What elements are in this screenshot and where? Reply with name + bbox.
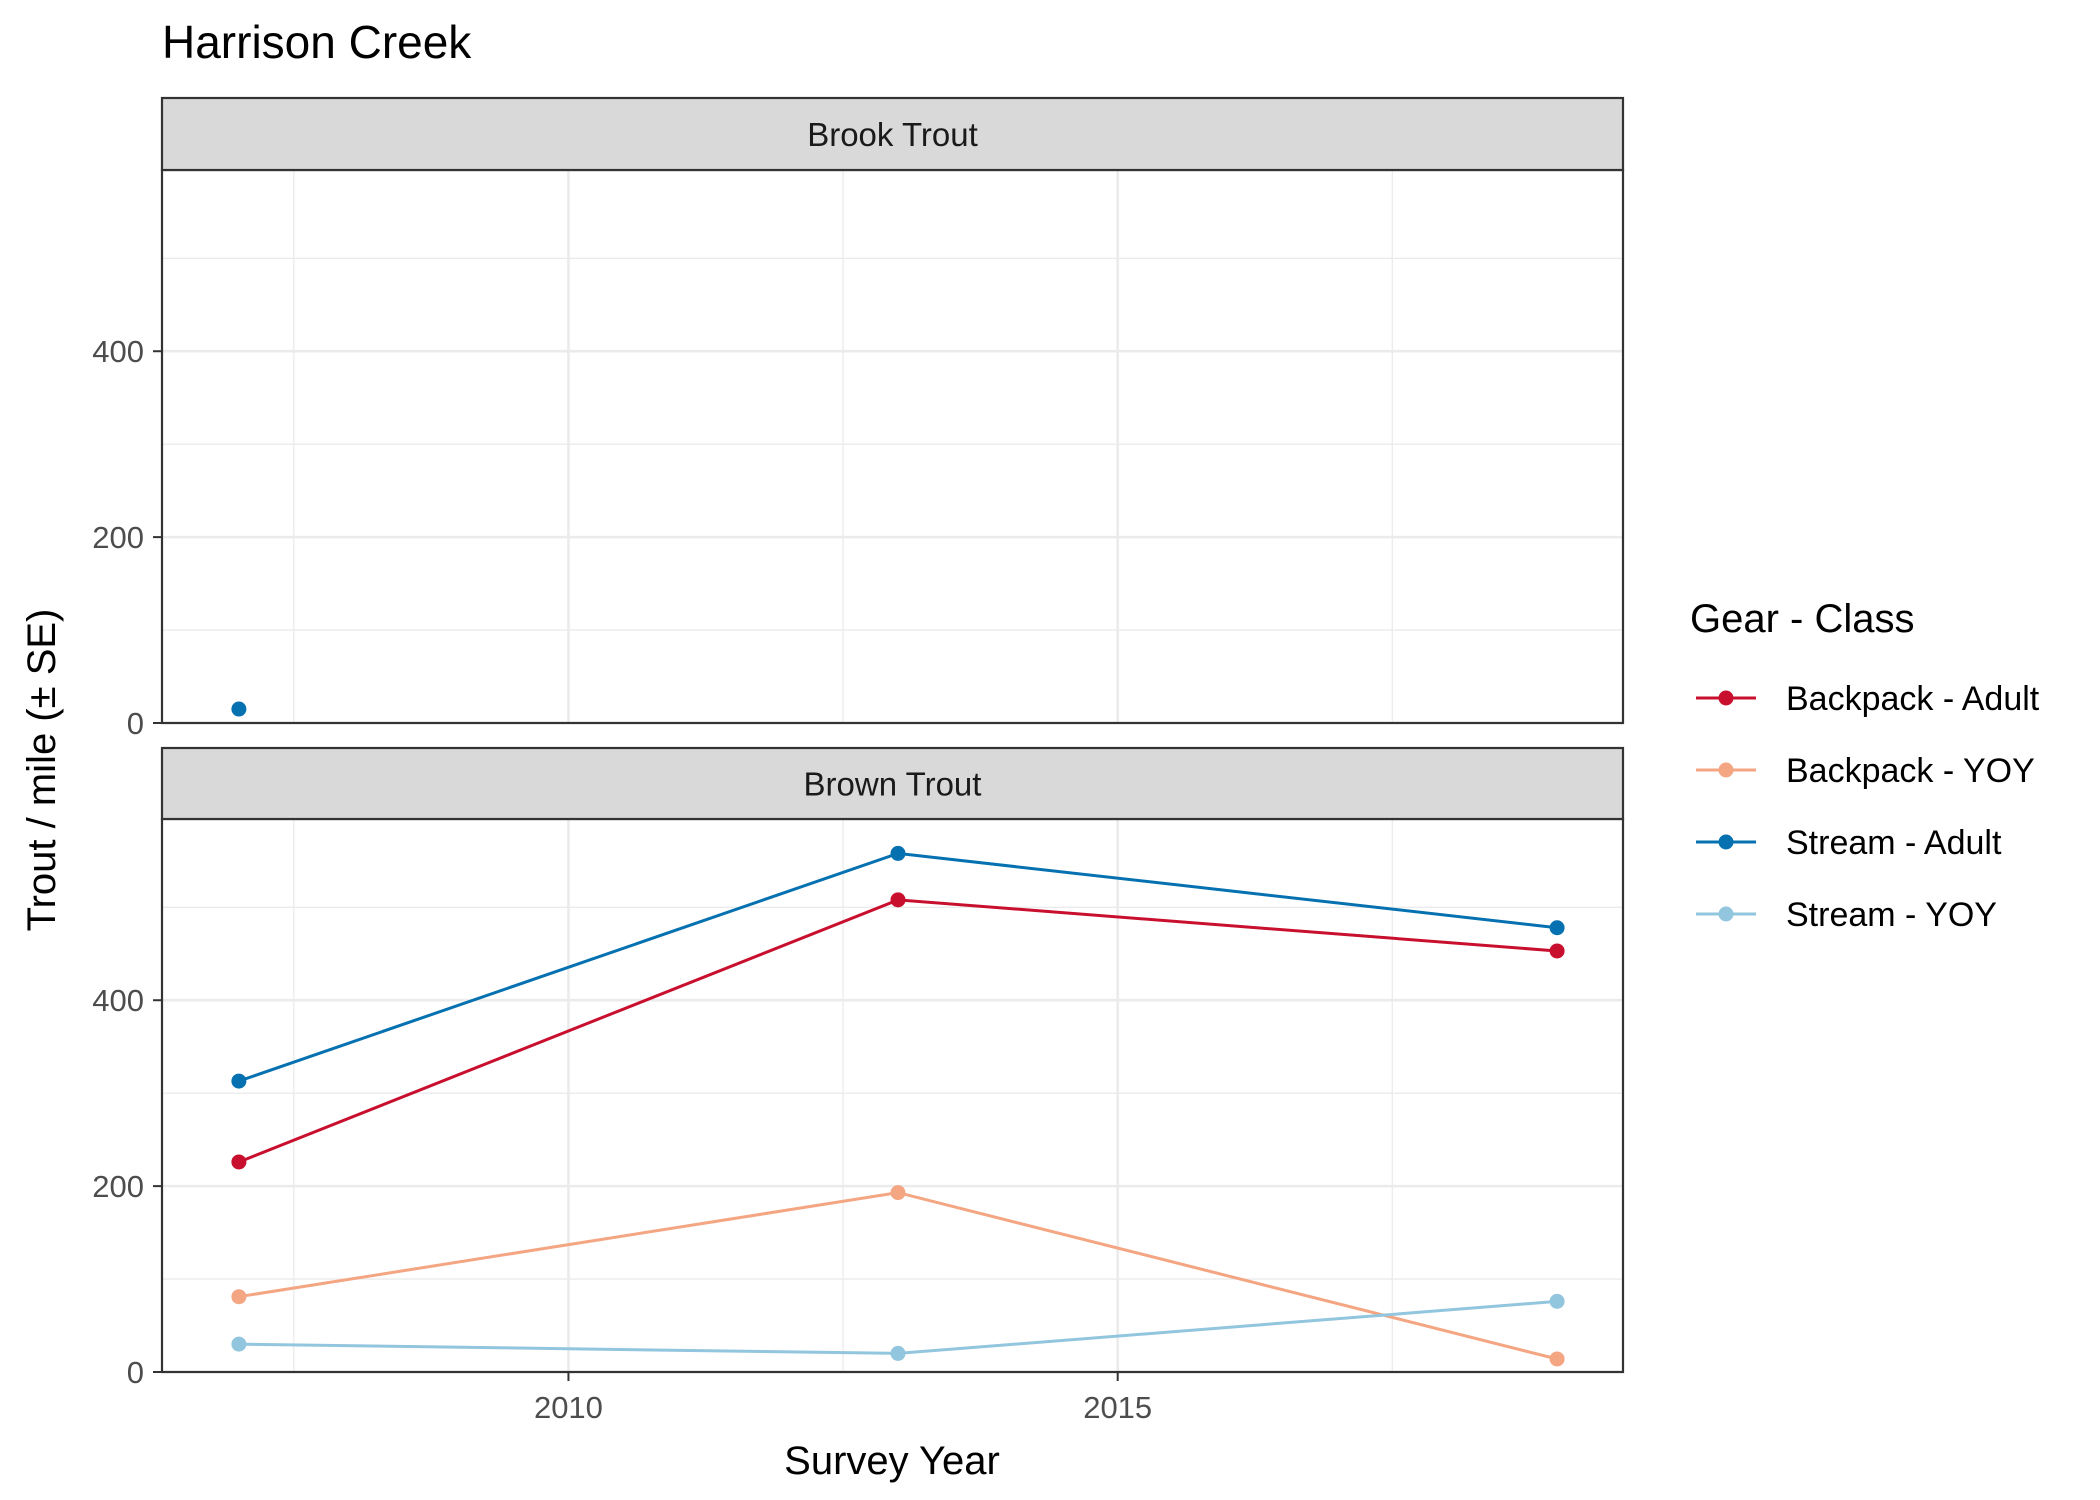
series-stream-yoy-point [890, 1345, 906, 1361]
series-stream-adult-point [1549, 920, 1565, 936]
series-backpack-adult-point [231, 1154, 247, 1170]
y-tick-label: 200 [92, 520, 144, 555]
panels: 0 200 400 Brook Trout 0 200 400 Brown Trout 2010… [92, 96, 1625, 1425]
y-tick-label: 400 [92, 334, 144, 369]
y-tick-label: 200 [92, 1169, 144, 1204]
x-tick-label: 2010 [534, 1390, 603, 1425]
series-backpack-adult-point [1549, 943, 1565, 959]
legend-label: Stream - YOY [1786, 896, 1997, 934]
legend-label: Stream - Adult [1786, 824, 2002, 862]
legend-items: Backpack - Adult Backpack - YOY Stream - A… [1696, 680, 2040, 934]
strip-background [160, 96, 1625, 172]
plot-background [162, 170, 1623, 723]
legend-key-point [1718, 834, 1734, 850]
legend-item: Backpack - YOY [1696, 752, 2035, 790]
strip-label: Brown Trout [804, 766, 982, 803]
legend-key-point [1718, 690, 1734, 706]
series-backpack-yoy-point [1549, 1351, 1565, 1367]
series-stream-yoy-point [231, 1336, 247, 1352]
series-stream-yoy-point [1549, 1293, 1565, 1309]
legend-item: Stream - Adult [1696, 824, 2002, 862]
x-axis-title: Survey Year [784, 1439, 1000, 1483]
series-stream-adult-point [231, 1073, 247, 1089]
y-tick-label: 0 [127, 706, 144, 741]
strip-background [160, 746, 1625, 821]
legend-label: Backpack - YOY [1786, 752, 2035, 790]
y-axis-title: Trout / mile (± SE) [20, 609, 64, 932]
y-tick-label: 0 [127, 1355, 144, 1390]
series-backpack-adult-point [890, 892, 906, 908]
strip-label: Brook Trout [807, 116, 978, 153]
series-stream-adult-point [231, 701, 247, 717]
x-tick-label: 2015 [1083, 1390, 1152, 1425]
legend-title: Gear - Class [1690, 597, 1915, 641]
series-stream-adult-point [890, 845, 906, 861]
chart-title: Harrison Creek [162, 16, 472, 68]
legend-key-point [1718, 906, 1734, 922]
legend-label: Backpack - Adult [1786, 680, 2040, 718]
y-tick-label: 400 [92, 983, 144, 1018]
legend-item: Stream - YOY [1696, 896, 1997, 934]
series-backpack-yoy-point [231, 1289, 247, 1305]
legend-item: Backpack - Adult [1696, 680, 2040, 718]
legend-key-point [1718, 762, 1734, 778]
panel-brown-trout: 0 200 400 Brown Trout 2010 2015 [92, 746, 1625, 1425]
panel-brook-trout: 0 200 400 Brook Trout [92, 96, 1625, 741]
series-backpack-yoy-point [890, 1185, 906, 1201]
